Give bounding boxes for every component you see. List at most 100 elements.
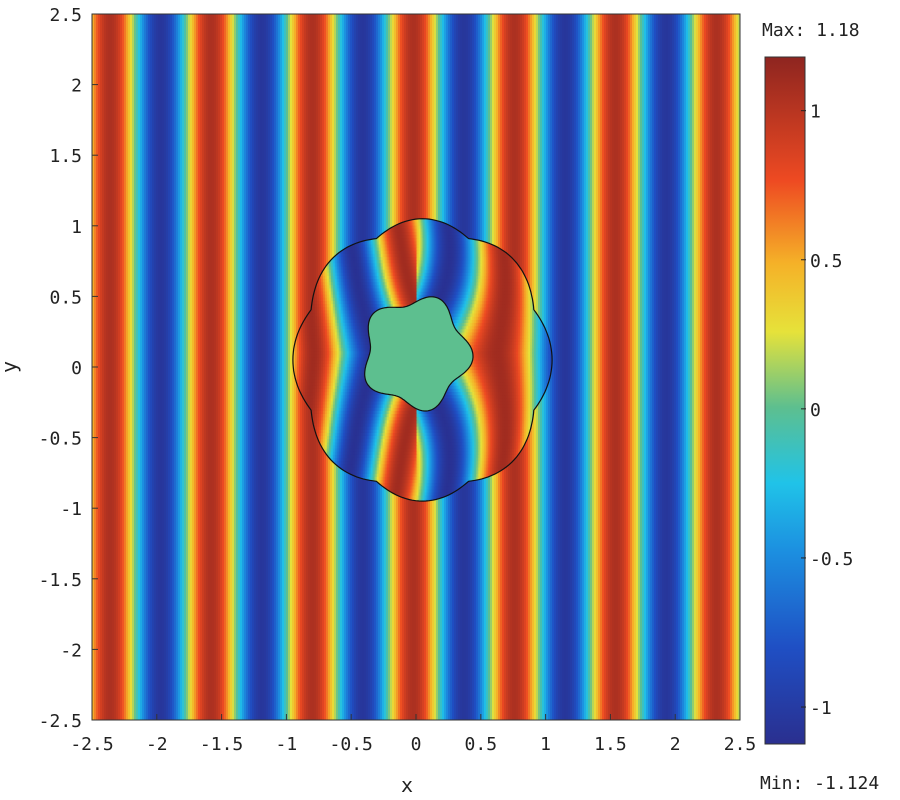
ring-field-cell [324, 444, 328, 449]
ring-field-cell [400, 485, 404, 490]
ring-field-cell [472, 407, 475, 411]
ring-field-cell [486, 450, 489, 455]
ring-field-cell [430, 479, 434, 484]
ring-field-cell [510, 454, 513, 458]
ring-field-cell [482, 450, 485, 455]
ring-field-cell [368, 441, 372, 446]
ring-field-cell [330, 397, 334, 402]
ring-field-cell [438, 469, 442, 474]
ring-field-cell [400, 457, 404, 462]
ring-field-cell [490, 407, 493, 411]
ring-field-cell [362, 432, 366, 436]
ring-field-cell [504, 416, 507, 421]
ring-field-cell [380, 441, 384, 446]
ring-field-cell [478, 388, 481, 393]
ring-field-cell [466, 457, 469, 462]
ring-field-cell [336, 416, 340, 421]
ring-field-cell [308, 403, 312, 408]
ring-field-cell [354, 391, 358, 396]
ring-field-cell [300, 388, 304, 393]
ring-field-cell [526, 397, 529, 402]
ring-field-cell [442, 469, 446, 474]
ring-field-cell [360, 397, 364, 402]
ring-field-cell [424, 494, 428, 499]
ring-field-cell [392, 485, 396, 490]
ring-field-cell [400, 444, 404, 449]
ring-field-cell [428, 447, 432, 452]
ring-field-cell [318, 422, 322, 427]
ring-field-cell [462, 416, 466, 421]
ring-field-cell [446, 425, 450, 430]
ring-field-cell [384, 463, 388, 468]
ring-field-cell [326, 410, 330, 414]
ring-field-cell [442, 485, 446, 490]
ring-field-cell [516, 444, 519, 449]
ring-field-cell [384, 454, 388, 458]
wave-band-strip [576, 14, 579, 720]
ring-field-cell [420, 435, 424, 440]
ring-field-cell [454, 410, 458, 414]
wave-band-strip [228, 14, 231, 720]
ring-field-cell [448, 488, 452, 493]
ring-field-cell [366, 388, 370, 393]
ring-field-cell [352, 463, 356, 468]
ring-field-cell [508, 450, 511, 455]
ring-field-cell [374, 413, 378, 418]
ring-field-cell [400, 419, 404, 424]
ring-field-cell [452, 488, 456, 493]
ring-field-cell [522, 400, 525, 405]
ring-field-cell [404, 485, 408, 490]
ring-field-cell [334, 400, 338, 405]
ring-field-cell [476, 466, 479, 471]
ring-field-cell [442, 438, 446, 443]
ring-field-cell [364, 450, 368, 455]
ring-field-cell [304, 391, 308, 396]
ring-field-cell [378, 450, 382, 455]
ring-field-cell [428, 454, 432, 458]
ring-field-cell [350, 394, 354, 399]
ring-field-cell [354, 419, 358, 424]
ring-field-cell [508, 457, 511, 462]
ring-field-cell [486, 435, 489, 440]
ring-field-cell [428, 457, 432, 462]
ring-field-cell [324, 425, 328, 430]
ring-field-cell [488, 450, 491, 455]
ring-field-cell [382, 438, 386, 443]
ring-field-cell [328, 425, 332, 430]
ring-field-cell [512, 450, 515, 455]
ring-field-cell [360, 419, 364, 424]
ring-field-cell [510, 397, 513, 402]
ring-field-cell [328, 394, 332, 399]
ring-field-cell [378, 454, 382, 458]
ring-field-cell [360, 416, 364, 421]
ring-field-cell [388, 413, 392, 418]
ring-field-cell [492, 441, 495, 446]
ring-field-cell [368, 454, 372, 458]
ring-field-cell [374, 391, 378, 396]
ring-field-cell [402, 403, 406, 408]
ring-field-cell [432, 454, 436, 458]
ring-field-cell [498, 407, 501, 411]
ring-field-cell [362, 454, 366, 458]
ring-field-cell [428, 410, 432, 414]
ring-field-cell [448, 425, 452, 430]
ring-field-cell [432, 416, 436, 421]
ring-field-cell [520, 435, 523, 440]
wave-band-strip [592, 14, 595, 720]
ring-field-cell [348, 413, 352, 418]
ring-field-cell [320, 441, 324, 446]
ring-field-cell [532, 407, 535, 411]
ring-field-cell [500, 457, 503, 462]
ring-field-cell [456, 429, 460, 433]
ring-field-cell [426, 416, 430, 421]
ring-field-cell [464, 479, 468, 484]
ring-field-cell [398, 407, 402, 411]
wave-band-strip [140, 14, 143, 720]
wave-band-strip [738, 14, 740, 720]
ring-field-cell [490, 463, 493, 468]
ring-field-cell [348, 454, 352, 458]
ring-field-cell [376, 469, 380, 474]
ring-field-cell [530, 419, 533, 424]
ring-field-cell [462, 403, 466, 408]
ring-field-cell [436, 450, 440, 455]
